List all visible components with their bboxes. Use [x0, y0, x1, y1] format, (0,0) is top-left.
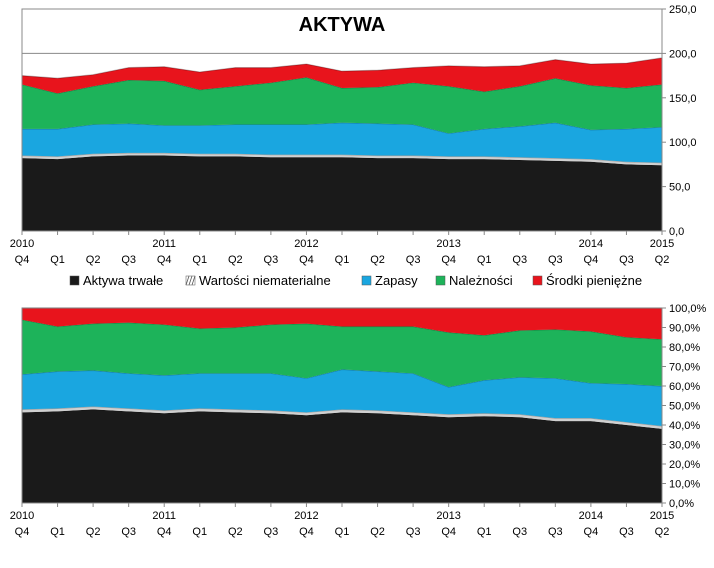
- bottom-chart-area-wartosci-niematerialne: [22, 406, 662, 429]
- legend-swatch-zapasy: [361, 275, 372, 286]
- top-chart-x-tick-year: 2010: [10, 238, 34, 250]
- bottom-chart-x-tick-quarter: Q3: [264, 526, 279, 538]
- top-chart-x-tick-quarter: Q3: [619, 254, 634, 266]
- legend-label-wartosci-niematerialne: Wartości niematerialne: [199, 273, 331, 288]
- top-chart-y-tick-label: 100,0: [669, 137, 697, 149]
- top-chart-area-zapasy: [22, 122, 662, 163]
- bottom-chart-x-tick-quarter: Q1: [50, 526, 65, 538]
- top-chart-x-tick-year: 2013: [436, 238, 460, 250]
- top-chart-x-tick-quarter: Q3: [406, 254, 421, 266]
- bottom-chart-y-tick-label: 0,0%: [669, 498, 694, 510]
- legend-swatch-hatch: [188, 275, 193, 286]
- bottom-chart-x-tick-quarter: Q2: [370, 526, 385, 538]
- bottom-chart-x-tick-quarter: Q1: [477, 526, 492, 538]
- top-chart-area-srodki-pieniezne: [22, 57, 662, 94]
- bottom-chart-x-tick-quarter: Q2: [86, 526, 101, 538]
- top-chart-x-tick-quarter: Q4: [441, 254, 456, 266]
- top-chart-x-tick-quarter: Q1: [192, 254, 207, 266]
- top-chart-x-tick-quarter: Q2: [655, 254, 670, 266]
- bottom-chart-y-tick-label: 60,0%: [669, 381, 700, 393]
- aktywa-value-chart: 0,0 50,0 100,0 150,0 200,0 250,0 2010 Q4 Q1 Q2 Q3 2…: [10, 4, 697, 266]
- bottom-chart-y-tick-label: 100,0%: [669, 303, 707, 315]
- top-chart-x-tick-quarter: Q4: [15, 254, 30, 266]
- bottom-chart-x-tick-quarter: Q3: [619, 526, 634, 538]
- top-chart-area-aktywa-trwale: [22, 155, 662, 231]
- top-chart-x-tick-quarter: Q4: [299, 254, 314, 266]
- bottom-chart-y-tick-label: 20,0%: [669, 459, 700, 471]
- bottom-chart-x-tick-quarter: Q3: [406, 526, 421, 538]
- bottom-chart-x-tick-quarter: Q3: [121, 526, 136, 538]
- legend-swatch-hatch: [185, 275, 190, 286]
- bottom-chart-area-aktywa-trwale: [22, 409, 662, 503]
- bottom-chart-y-tick-label: 50,0%: [669, 401, 700, 413]
- top-chart-x-tick-quarter: Q2: [370, 254, 385, 266]
- top-chart-x-tick-year: 2014: [579, 238, 603, 250]
- bottom-chart-x-tick-year: 2010: [10, 510, 34, 522]
- top-chart-x-tick-quarter: Q3: [548, 254, 563, 266]
- top-chart-y-tick-label: 150,0: [669, 93, 697, 105]
- top-chart-x-tick-quarter: Q3: [264, 254, 279, 266]
- bottom-chart-y-tick-label: 90,0%: [669, 323, 700, 335]
- top-chart-y-tick-label: 250,0: [669, 4, 697, 16]
- bottom-chart-x-tick-quarter: Q4: [157, 526, 172, 538]
- top-chart-y-tick-label: 0,0: [669, 226, 684, 238]
- legend-label-aktywa-trwale: Aktywa trwałe: [83, 273, 163, 288]
- bottom-chart-x-tick-year: 2014: [579, 510, 603, 522]
- bottom-chart-x-tick-quarter: Q3: [512, 526, 527, 538]
- top-chart-x-tick-quarter: Q4: [157, 254, 172, 266]
- bottom-chart-x-tick-quarter: Q4: [584, 526, 599, 538]
- top-chart-area-srodki-pieniezne-edge: [21, 57, 663, 79]
- top-chart-x-tick-quarter: Q3: [121, 254, 136, 266]
- legend-label-naleznosci: Należności: [449, 273, 513, 288]
- legend-swatch-hatch: [191, 275, 196, 286]
- top-chart-x-tick-year: 2012: [294, 238, 318, 250]
- bottom-chart-x-tick-quarter: Q3: [548, 526, 563, 538]
- bottom-chart-area-naleznosci: [22, 319, 662, 387]
- top-chart-title: AKTYWA: [299, 14, 386, 36]
- bottom-chart-x-tick-quarter: Q2: [228, 526, 243, 538]
- bottom-chart-x-tick-year: 2012: [294, 510, 318, 522]
- top-chart-y-tick-label: 50,0: [669, 182, 690, 194]
- bottom-chart-x-tick-quarter: Q4: [299, 526, 314, 538]
- bottom-chart-y-tick-label: 30,0%: [669, 440, 700, 452]
- legend-swatch-aktywa-trwale: [69, 275, 80, 286]
- bottom-chart-x-tick-year: 2013: [436, 510, 460, 522]
- bottom-chart-x-tick-quarter: Q4: [15, 526, 30, 538]
- bottom-chart-x-tick-quarter: Q1: [192, 526, 207, 538]
- top-chart-area-naleznosci: [22, 77, 662, 134]
- top-chart-x-tick-quarter: Q1: [477, 254, 492, 266]
- top-chart-area-wartosci-niematerialne: [22, 152, 662, 166]
- top-chart-y-tick-label: 200,0: [669, 48, 697, 60]
- bottom-chart-y-tick-label: 80,0%: [669, 342, 700, 354]
- top-chart-x-tick-quarter: Q4: [584, 254, 599, 266]
- legend-label-srodki-pieniezne: Środki pieniężne: [546, 273, 642, 288]
- legend: Aktywa trwałe Wartości niematerialne Zapas…: [69, 273, 642, 288]
- aktywa-percent-chart: 0,0% 10,0% 20,0% 30,0% 40,0% 50,0% 60,0% 70,0% 8…: [10, 303, 707, 538]
- top-chart-x-tick-quarter: Q2: [86, 254, 101, 266]
- top-chart-x-tick-quarter: Q2: [228, 254, 243, 266]
- legend-label-zapasy: Zapasy: [375, 273, 418, 288]
- bottom-chart-y-tick-label: 40,0%: [669, 420, 700, 432]
- bottom-chart-x-tick-quarter: Q1: [335, 526, 350, 538]
- top-chart-x-tick-quarter: Q3: [512, 254, 527, 266]
- top-chart-x-tick-year: 2011: [152, 238, 176, 250]
- bottom-chart-area-srodki-pieniezne: [22, 308, 662, 340]
- top-chart-x-tick-quarter: Q1: [335, 254, 350, 266]
- legend-swatch-srodki-pieniezne: [532, 275, 543, 286]
- top-chart-x-tick-year: 2015: [650, 238, 674, 250]
- bottom-chart-y-tick-label: 10,0%: [669, 479, 700, 491]
- bottom-chart-x-tick-quarter: Q2: [655, 526, 670, 538]
- top-chart-x-tick-quarter: Q1: [50, 254, 65, 266]
- bottom-chart-x-tick-year: 2015: [650, 510, 674, 522]
- bottom-chart-y-tick-label: 70,0%: [669, 362, 700, 374]
- bottom-chart-x-tick-quarter: Q4: [441, 526, 456, 538]
- legend-swatch-naleznosci: [435, 275, 446, 286]
- bottom-chart-area-zapasy: [22, 369, 662, 426]
- bottom-chart-x-tick-year: 2011: [152, 510, 176, 522]
